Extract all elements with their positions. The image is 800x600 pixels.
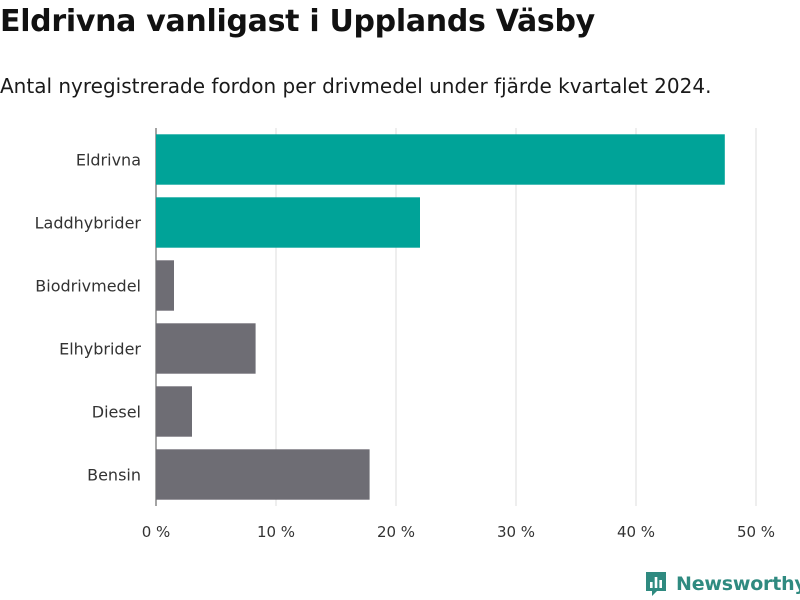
x-tick-label: 20 %: [377, 523, 415, 541]
category-label: Bensin: [87, 466, 141, 485]
x-tick-label: 50 %: [737, 523, 775, 541]
category-label: Diesel: [92, 403, 141, 422]
category-labels: Eldrivna Laddhybrider Biodrivmedel Elhybrid…: [35, 151, 142, 485]
bar: [156, 134, 725, 185]
bar: [156, 260, 174, 311]
category-label: Laddhybrider: [35, 214, 142, 233]
chart-title: Eldrivna vanligast i Upplands Väsby: [0, 4, 595, 39]
brand-logo: Newsworthy: [644, 569, 800, 599]
bar: [156, 323, 256, 374]
bars: [156, 134, 725, 500]
category-label: Eldrivna: [76, 151, 141, 170]
bar: [156, 197, 420, 248]
newsworthy-logo-icon: [646, 572, 666, 596]
x-tick-labels: 0 % 10 % 20 % 30 % 40 % 50 %: [142, 523, 775, 541]
bar: [156, 449, 370, 500]
x-tick-label: 10 %: [257, 523, 295, 541]
grid-lines: [155, 128, 757, 506]
brand-name: Newsworthy: [676, 573, 800, 595]
chart-subtitle: Antal nyregistrerade fordon per drivmede…: [0, 74, 712, 98]
bar: [156, 386, 192, 437]
category-label: Biodrivmedel: [35, 277, 141, 296]
bar-chart: Eldrivna Laddhybrider Biodrivmedel Elhybrid…: [35, 128, 775, 541]
category-label: Elhybrider: [59, 340, 141, 359]
x-tick-label: 30 %: [497, 523, 535, 541]
x-tick-label: 40 %: [617, 523, 655, 541]
x-tick-label: 0 %: [142, 523, 171, 541]
